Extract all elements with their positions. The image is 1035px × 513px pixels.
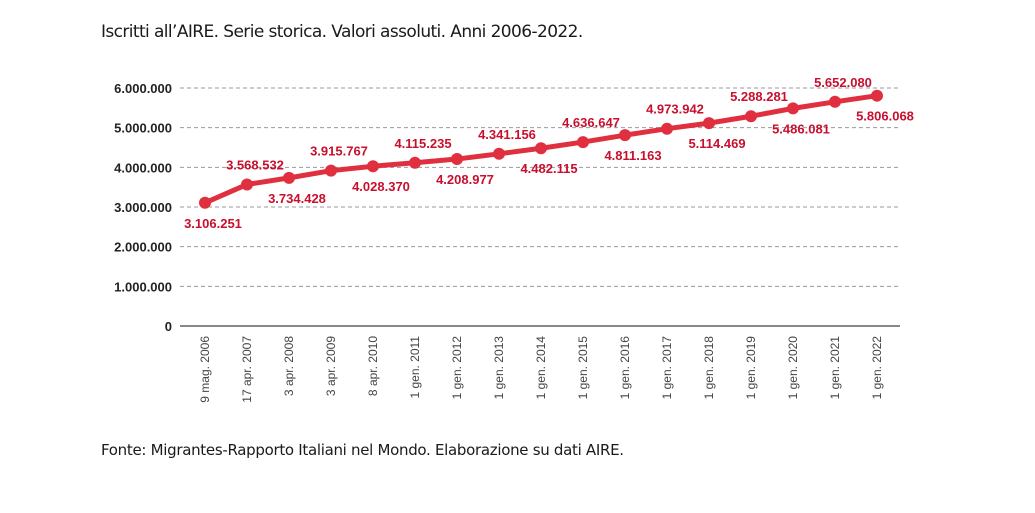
- data-point: [619, 129, 631, 142]
- data-point: [409, 156, 421, 169]
- data-label: 4.482.115: [520, 161, 577, 176]
- x-tick-label: 1 gen. 2018: [702, 336, 716, 400]
- x-tick-label: 3 apr. 2009: [324, 336, 338, 396]
- data-label: 5.114.469: [688, 136, 745, 151]
- data-label: 3.106.251: [184, 216, 242, 231]
- x-tick-label: 3 apr. 2008: [282, 336, 296, 396]
- data-point: [871, 89, 883, 102]
- data-point: [367, 160, 379, 173]
- data-label: 4.636.647: [562, 115, 620, 130]
- y-tick-label: 3.000.000: [114, 200, 172, 215]
- data-label: 3.915.767: [310, 144, 368, 159]
- data-point: [199, 196, 211, 209]
- data-point: [661, 122, 673, 135]
- data-label: 5.806.068: [856, 109, 914, 124]
- y-tick-label: 1.000.000: [114, 279, 172, 294]
- data-point: [283, 171, 295, 184]
- x-tick-label: 1 gen. 2019: [744, 336, 758, 400]
- data-point: [829, 95, 841, 108]
- x-tick-label: 1 gen. 2011: [408, 336, 422, 399]
- x-tick-label: 17 apr. 2007: [240, 336, 254, 403]
- data-label: 4.973.942: [646, 102, 704, 117]
- y-tick-label: 5.000.000: [114, 121, 172, 136]
- x-tick-label: 1 gen. 2022: [870, 336, 884, 400]
- chart-title: Iscritti all’AIRE. Serie storica. Valori…: [101, 22, 583, 42]
- y-tick-label: 6.000.000: [114, 81, 172, 96]
- data-label: 4.811.163: [604, 148, 661, 163]
- data-point: [577, 136, 589, 149]
- x-tick-label: 1 gen. 2021: [828, 336, 842, 400]
- data-point: [451, 153, 463, 166]
- chart-source: Fonte: Migrantes-Rapporto Italiani nel M…: [101, 441, 624, 459]
- data-point: [325, 164, 337, 177]
- x-tick-label: 1 gen. 2013: [492, 336, 506, 400]
- x-tick-label: 1 gen. 2017: [660, 336, 674, 400]
- x-tick-label: 1 gen. 2016: [618, 336, 632, 400]
- data-label: 3.734.428: [268, 191, 326, 206]
- x-tick-label: 1 gen. 2012: [450, 336, 464, 400]
- x-tick-label: 1 gen. 2014: [534, 336, 548, 400]
- y-tick-label: 0: [165, 319, 172, 334]
- y-tick-label: 2.000.000: [114, 240, 172, 255]
- data-label: 4.115.235: [394, 136, 451, 151]
- x-tick-label: 1 gen. 2020: [786, 336, 800, 400]
- data-point: [787, 102, 799, 115]
- data-label: 5.288.281: [730, 89, 788, 104]
- y-tick-label: 4.000.000: [114, 160, 172, 175]
- data-label: 3.568.532: [226, 157, 284, 172]
- data-label: 4.208.977: [436, 172, 494, 187]
- x-tick-label: 9 mag. 2006: [198, 336, 212, 403]
- x-tick-label: 1 gen. 2015: [576, 336, 590, 400]
- data-label: 5.652.080: [814, 75, 872, 90]
- data-point: [745, 110, 757, 123]
- data-label: 5.486.081: [772, 121, 830, 136]
- data-label: 4.341.156: [478, 127, 536, 142]
- data-point: [241, 178, 253, 191]
- data-point: [535, 142, 547, 155]
- x-tick-label: 8 apr. 2010: [366, 336, 380, 396]
- data-point: [493, 147, 505, 160]
- data-label: 4.028.370: [352, 179, 410, 194]
- data-point: [703, 117, 715, 130]
